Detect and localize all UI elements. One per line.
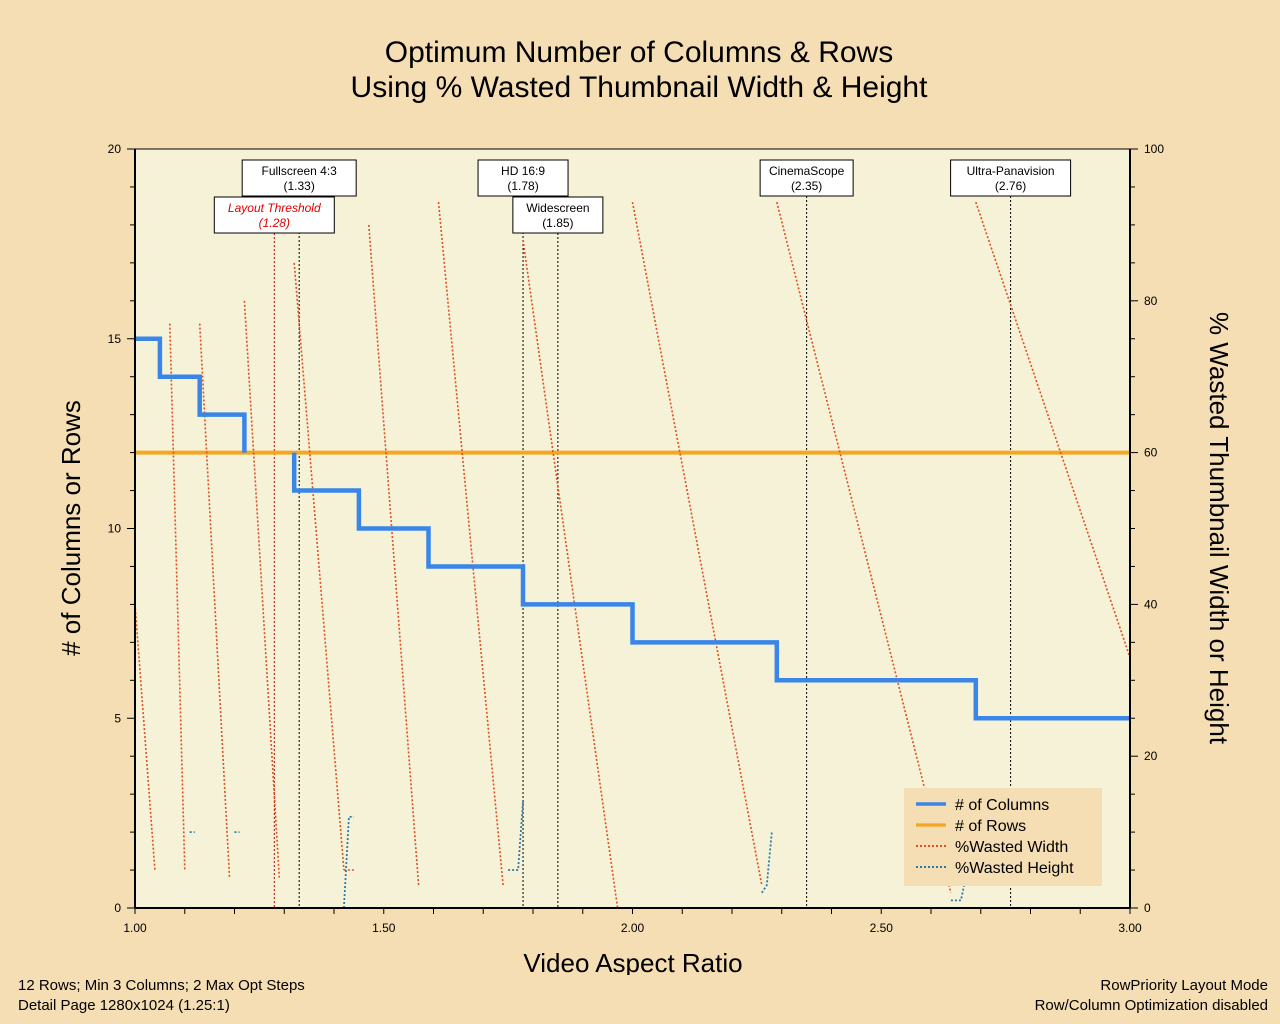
y-right-tick-label: 60 [1144,446,1158,460]
annotation-label: Fullscreen 4:3 [261,164,337,178]
footer-optimization-status: Row/Column Optimization disabled [1034,997,1268,1014]
y-right-tick-label: 100 [1144,142,1164,156]
annotation-lines [273,196,1012,908]
series-wasted-width-segment [134,604,156,871]
annotation-label: Widescreen [526,201,589,215]
annotation-label: HD 16:9 [501,164,545,178]
series-of-columns-segment [291,452,1130,721]
series-of-columns-segment [135,336,247,453]
annotation-value: (1.28) [259,216,290,230]
annotation-box [213,196,335,234]
footer-layout-mode: RowPriority Layout Mode [1100,977,1268,994]
series-wasted-width-segment [243,300,281,878]
series-wasted-width-segment [522,239,619,909]
x-axis-ticks: 1.00 1.50 2.00 2.50 3.00 [123,908,1142,935]
footer-right: RowPriority Layout Mode Row/Column Optim… [1035,976,1268,1016]
annotation-widescreen: Widescreen(1.85) [512,196,604,234]
annotation-cinemascope: CinemaScope(2.35) [759,159,854,197]
annotation-box [759,159,854,197]
y-left-tick-label: 5 [114,711,121,725]
y-left-axis-label: # of Columns or Rows [56,400,86,656]
x-axis-label: Video Aspect Ratio [523,948,742,975]
y-right-axis-ticks: 0 20 40 60 80 100 [1130,142,1164,915]
annotation-fullscreen-4-3: Fullscreen 4:3(1.33) [241,159,357,197]
annotation-boxes: Fullscreen 4:3(1.33)Layout Threshold(1.2… [213,159,1072,234]
series-wasted-width-segment [169,323,186,871]
y-right-tick-label: 80 [1144,294,1158,308]
footer-page-info: Detail Page 1280x1024 (1.25:1) [18,997,230,1014]
annotation-box [950,159,1072,197]
y-right-axis-label: % Wasted Thumbnail Width or Height [1204,312,1234,745]
annotation-box [477,159,569,197]
y-left-tick-label: 10 [108,522,122,536]
series-wasted-height-segment [508,801,524,871]
annotation-hd-16-9: HD 16:9(1.78) [477,159,569,197]
y-right-tick-label: 0 [1144,901,1151,915]
annotation-layout-threshold: Layout Threshold(1.28) [213,196,335,234]
legend-label: %Wasted Width [955,839,1068,856]
y-left-tick-label: 15 [108,332,122,346]
legend-label: # of Rows [955,818,1026,835]
chart-title-line1: Optimum Number of Columns & Rows [385,36,893,69]
legend-label: %Wasted Height [955,860,1074,877]
annotation-label: CinemaScope [769,164,845,178]
annotation-label: Layout Threshold [228,201,321,215]
y-right-tick-label: 20 [1144,749,1158,763]
x-tick-label: 3.00 [1118,921,1142,935]
y-left-tick-label: 0 [114,901,121,915]
annotation-box [512,196,604,234]
series-wasted-width-segment [776,201,952,893]
x-tick-label: 2.50 [870,921,894,935]
x-tick-label: 1.50 [372,921,396,935]
series-wasted-height-segment [761,832,773,894]
annotation-value: (1.78) [507,179,538,193]
chart-title-line2: Using % Wasted Thumbnail Width & Height [351,71,929,104]
y-right-tick-label: 40 [1144,597,1158,611]
x-tick-label: 1.00 [123,921,147,935]
legend-label: # of Columns [955,797,1049,814]
chart: Optimum Number of Columns & Rows Using %… [56,36,1234,975]
annotation-value: (2.35) [791,179,822,193]
annotation-label: Ultra-Panavision [967,164,1055,178]
annotation-value: (1.33) [283,179,314,193]
series-layer [134,201,1131,909]
x-tick-label: 2.00 [621,921,645,935]
series-wasted-width-segment [975,201,1131,658]
series-wasted-width-segment [293,262,345,871]
legend: # of Columns # of Rows %Wasted Width %Waste… [904,788,1102,886]
plot-area [134,148,1131,909]
footer-rows-info: 12 Rows; Min 3 Columns; 2 Max Opt Steps [18,977,305,994]
footer-left: 12 Rows; Min 3 Columns; 2 Max Opt Steps … [18,976,305,1016]
y-left-tick-label: 20 [108,142,122,156]
annotation-value: (2.76) [995,179,1026,193]
y-left-axis-ticks: 0 5 10 15 20 [108,142,135,915]
annotation-value: (1.85) [542,216,573,230]
annotation-ultra-panavision: Ultra-Panavision(2.76) [950,159,1072,197]
annotation-box [241,159,357,197]
